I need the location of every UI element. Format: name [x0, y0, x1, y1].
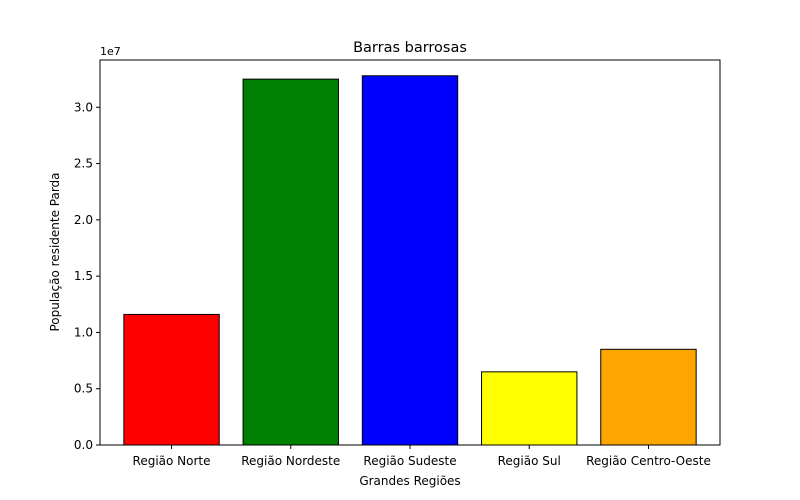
x-tick-label: Região Centro-Oeste — [586, 454, 711, 468]
plot-frame — [99, 59, 721, 446]
y-tick-label: 0.0 — [74, 438, 93, 452]
bars-group — [123, 75, 697, 446]
y-tick-label: 2.0 — [74, 213, 93, 227]
x-tick-label: Região Nordeste — [241, 454, 340, 468]
y-tick-label: 1.0 — [74, 325, 93, 339]
chart-title: Barras barrosas — [353, 40, 467, 56]
y-axis-label: População residente Parda — [48, 172, 62, 331]
bar-3 — [361, 75, 459, 446]
y-tick-label: 0.5 — [74, 382, 93, 396]
bar-5 — [600, 348, 697, 446]
y-tick-label: 3.0 — [74, 100, 93, 114]
x-tick-label: Região Sul — [498, 454, 561, 468]
x-axis-ticks: Região Norte Região Nordeste Região Sudest… — [133, 445, 711, 468]
bar-2 — [242, 78, 339, 446]
bar-4 — [481, 371, 578, 446]
y-tick-label: 1.5 — [74, 269, 93, 283]
y-axis-ticks: 0.0 0.5 1.0 1.5 2.0 2.5 3.0 — [74, 100, 100, 452]
x-axis-label: Grandes Regiões — [359, 474, 460, 488]
x-tick-label: Região Sudeste — [363, 454, 456, 468]
x-tick-label: Região Norte — [133, 454, 211, 468]
y-axis-offset-label: 1e7 — [100, 45, 121, 58]
y-tick-label: 2.5 — [74, 157, 93, 171]
bar-1 — [123, 313, 220, 446]
